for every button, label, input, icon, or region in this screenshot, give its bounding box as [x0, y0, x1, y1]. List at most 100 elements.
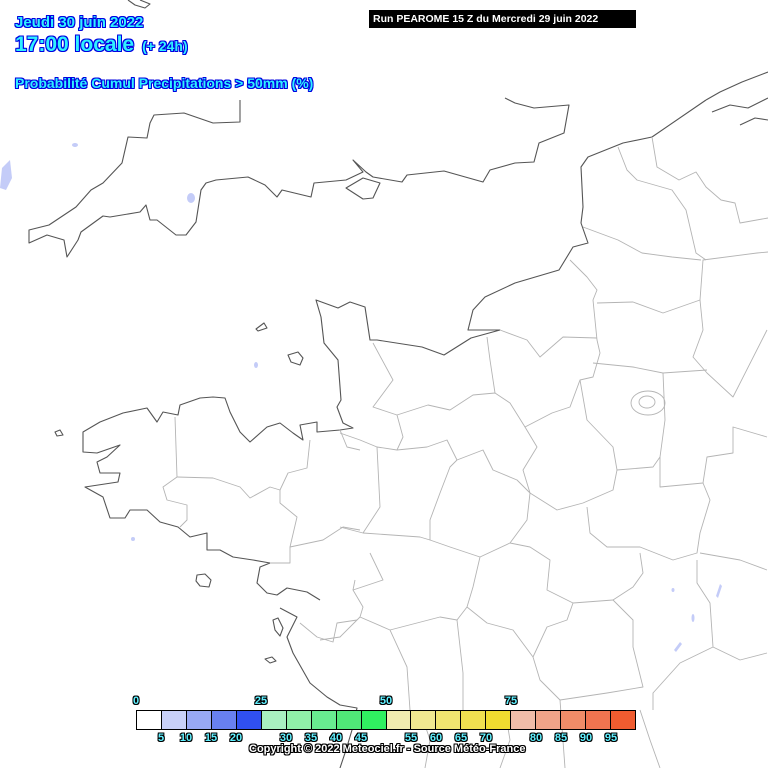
- legend-bin: [186, 711, 212, 729]
- legend-bin: [461, 711, 487, 729]
- border: [339, 429, 361, 451]
- border: [659, 372, 768, 488]
- forecast-date: Jeudi 30 juin 2022: [15, 14, 144, 31]
- legend-minor-label: 35: [304, 732, 318, 744]
- legend-bin: [561, 711, 587, 729]
- legend-major-label: 0: [132, 695, 140, 707]
- lakes: [0, 143, 722, 652]
- legend-bin: [411, 711, 437, 729]
- paris-border: [638, 395, 656, 409]
- legend-major-label: 25: [254, 695, 268, 707]
- england-coast: [127, 0, 151, 9]
- legend-bin: [386, 711, 412, 729]
- border: [176, 439, 311, 499]
- border: [466, 606, 534, 658]
- jersey: [287, 351, 304, 366]
- legend-bin: [361, 711, 387, 729]
- legend-minor-label: 45: [354, 732, 368, 744]
- legend-minor-label: 60: [429, 732, 443, 744]
- legend-minor-label: 5: [157, 732, 165, 744]
- border: [456, 556, 481, 710]
- border: [429, 449, 531, 558]
- france-coast: [279, 607, 358, 768]
- noirmoutier: [272, 617, 284, 637]
- scheldt-coast: [739, 117, 768, 126]
- legend-minor-label: 90: [579, 732, 593, 744]
- border: [339, 446, 381, 534]
- border: [651, 136, 768, 224]
- run-info-banner: Run PEAROME 15 Z du Mercredi 29 juin 202…: [369, 10, 636, 28]
- legend-bin: [311, 711, 337, 729]
- border: [586, 482, 711, 561]
- legend-minor-label: 40: [329, 732, 343, 744]
- legend-major-label: 75: [504, 695, 518, 707]
- legend-major-label: 50: [379, 695, 393, 707]
- coastlines: [28, 0, 768, 768]
- border: [579, 379, 661, 471]
- border: [509, 492, 614, 604]
- guernsey: [255, 322, 268, 332]
- valid-time: 17:00 locale: [15, 33, 135, 56]
- legend-minor-label: 20: [229, 732, 243, 744]
- legend-bin: [436, 711, 462, 729]
- legend-bin: [611, 711, 636, 729]
- england-coast: [28, 97, 570, 258]
- ouessant: [54, 429, 64, 437]
- border: [712, 646, 768, 661]
- lake: [716, 584, 722, 598]
- belle-ile: [195, 573, 212, 588]
- border: [486, 336, 496, 394]
- legend-bin: [261, 711, 287, 729]
- lake: [671, 588, 675, 592]
- border: [592, 362, 708, 374]
- legend-minor-label: 80: [529, 732, 543, 744]
- legend-bin: [161, 711, 187, 729]
- legend-minor-label: 85: [554, 732, 568, 744]
- legend-minor-label: 70: [479, 732, 493, 744]
- border: [319, 616, 361, 641]
- border: [362, 532, 431, 541]
- border: [559, 552, 644, 701]
- lake: [72, 143, 78, 147]
- border: [692, 299, 768, 398]
- department-borders: [162, 136, 768, 768]
- border: [389, 616, 458, 631]
- border: [499, 329, 598, 358]
- legend-bin: [286, 711, 312, 729]
- paris-border: [630, 390, 666, 416]
- legend-bin: [511, 711, 537, 729]
- border: [639, 709, 661, 768]
- parameter-title: Probabilité Cumul Precipitations > 50mm …: [15, 75, 314, 91]
- border: [372, 259, 601, 428]
- border: [522, 426, 618, 511]
- scheldt-coast: [711, 97, 768, 113]
- lake: [187, 193, 195, 203]
- france-coast: [82, 99, 707, 601]
- lake: [0, 160, 12, 190]
- forecast-time: 17:00 locale (+ 24h): [15, 33, 188, 57]
- border: [582, 226, 702, 261]
- isle-of-wight: [345, 177, 381, 200]
- legend-bin: [486, 711, 512, 729]
- legend-minor-label: 65: [454, 732, 468, 744]
- border: [270, 490, 298, 564]
- border: [596, 251, 768, 314]
- netherlands-coast: [705, 71, 768, 101]
- legend-bin: [211, 711, 237, 729]
- color-scale-legend: [136, 710, 636, 730]
- legend-bin: [536, 711, 562, 729]
- lake: [691, 614, 695, 622]
- border: [352, 579, 356, 591]
- legend-bin: [137, 711, 162, 729]
- border: [652, 560, 714, 710]
- border: [289, 526, 361, 548]
- border: [352, 552, 411, 711]
- lake: [674, 642, 682, 652]
- legend-minor-label: 95: [604, 732, 618, 744]
- legend-minor-label: 10: [179, 732, 193, 744]
- legend-minor-label: 55: [404, 732, 418, 744]
- border: [162, 416, 188, 528]
- border: [617, 146, 707, 261]
